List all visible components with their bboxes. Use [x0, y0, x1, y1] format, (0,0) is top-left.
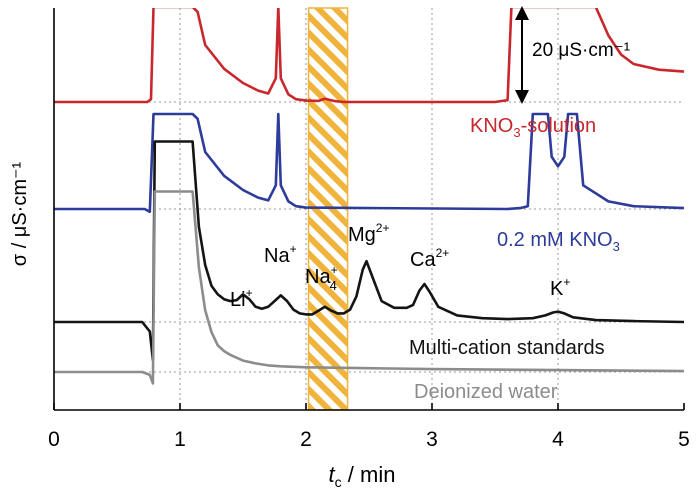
scale-bar: 20 μS·cm⁻¹ — [515, 6, 630, 104]
series-line-0 — [54, 8, 684, 104]
peak-label-1: Na+ — [264, 242, 297, 267]
x-ticks: 0 1 2 3 4 5 — [48, 403, 690, 451]
x-tick-label-3: 3 — [426, 428, 438, 451]
labels-layer: KNO3-solution 0.2 mM KNO3 Multi-cation sta… — [230, 115, 620, 403]
x-tick-label-2: 2 — [300, 428, 312, 451]
x-axis-label-symbol: t — [329, 462, 336, 487]
series-layer — [54, 8, 684, 385]
x-tick-label-0: 0 — [48, 428, 60, 451]
peak-label-5: K+ — [550, 275, 570, 300]
peak-label-2: Na+ 4 — [305, 263, 338, 293]
x-tick-label-1: 1 — [174, 428, 186, 451]
series-line-2 — [54, 140, 684, 362]
scale-bar-arrow-down — [515, 90, 529, 104]
x-tick-label-4: 4 — [552, 428, 564, 451]
peak-label-3: Mg2+ — [348, 221, 389, 246]
x-axis-label: tc / min — [329, 462, 396, 490]
x-axis-label-subscript: c — [335, 474, 342, 490]
series-line-1 — [54, 112, 684, 214]
x-axis-label-unit: / min — [342, 462, 396, 487]
x-tick-label-5: 5 — [678, 428, 690, 451]
series-line-3 — [54, 190, 684, 385]
peak-label-0: Li+ — [230, 286, 253, 311]
scale-bar-arrow-up — [515, 6, 529, 20]
peak-label-4: Ca2+ — [410, 246, 449, 271]
y-axis-label: σ / μS·cm⁻¹ — [9, 161, 31, 266]
scale-bar-label: 20 μS·cm⁻¹ — [532, 40, 630, 61]
trace-label-0: KNO3-solution — [470, 115, 596, 140]
trace-label-2: Multi-cation standards — [409, 337, 605, 359]
trace-label-3: Deionized water — [414, 381, 558, 403]
trace-label-1: 0.2 mM KNO3 — [497, 229, 620, 254]
